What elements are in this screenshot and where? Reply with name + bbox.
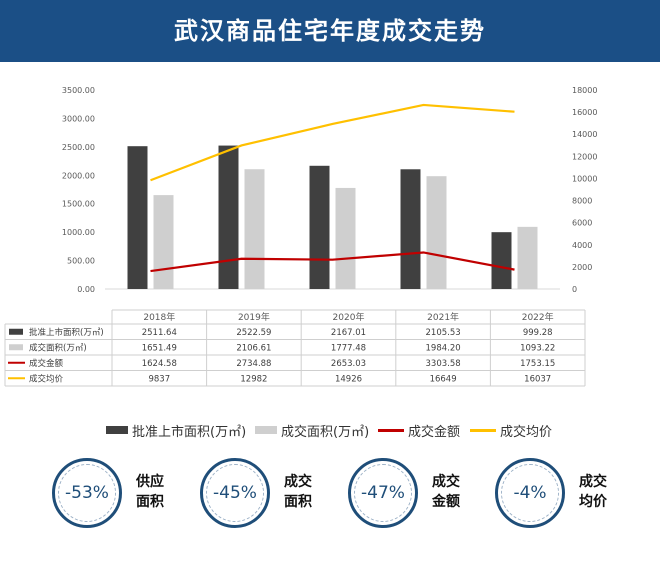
table-legend-key (9, 328, 23, 335)
stat-label: 成交均价 (579, 474, 607, 510)
right-axis-tick-label: 6000 (572, 219, 592, 228)
right-axis-tick-label: 14000 (572, 130, 597, 139)
bar (426, 176, 447, 289)
legend-line-red (378, 428, 404, 432)
table-cell-value: 2106.61 (236, 343, 271, 353)
stat-ring (200, 458, 270, 528)
left-axis-tick-label: 2500.00 (62, 143, 95, 152)
right-axis-tick-label: 16000 (572, 108, 597, 117)
x-axis-tick-label: 2022年 (522, 311, 554, 323)
legend-label: 成交均价 (500, 424, 553, 440)
bar (491, 232, 512, 289)
legend-item-approved-area: 批准上市面积(万㎡) (106, 418, 246, 442)
table-cell-value: 999.28 (523, 328, 553, 338)
legend-line-yellow (470, 428, 496, 432)
series-line (150, 103, 515, 182)
stat-value: -4% (513, 483, 547, 503)
legend-item-sold-area: 成交面积(万㎡) (255, 418, 369, 442)
chart-legend: 批准上市面积(万㎡) 成交面积(万㎡) 成交金额 成交均价 (0, 418, 660, 442)
table-cell-value: 9837 (148, 374, 170, 384)
bar (218, 145, 239, 289)
right-axis-tick-label: 10000 (572, 174, 597, 183)
legend-label: 批准上市面积(万㎡) (132, 424, 247, 440)
legend-item-avg-price: 成交均价 (470, 418, 552, 442)
table-cell-value: 16649 (430, 374, 457, 384)
left-axis-tick-label: 0.00 (77, 285, 95, 294)
stat-value: -45% (213, 483, 257, 503)
stat-value: -53% (65, 483, 109, 503)
right-axis-tick-label: 18000 (572, 86, 597, 95)
table-series-label: 批准上市面积(万㎡) (29, 327, 104, 338)
stat-ring (495, 458, 565, 528)
stat-sold-area: -45% 成交面积 (200, 458, 340, 530)
left-axis-tick-label: 1000.00 (62, 228, 95, 237)
legend-item-sales-amount: 成交金额 (378, 418, 460, 442)
combo-chart: 0.00 500.00 1000.00 1500.00 2000.00 2500.00 30… (4, 86, 597, 387)
table-cell-value: 1984.20 (426, 343, 461, 353)
table-cell-value: 2522.59 (236, 328, 271, 338)
stat-label: 成交金额 (432, 474, 460, 510)
stat-ring (348, 458, 418, 528)
table-cell-value: 2167.01 (331, 328, 366, 338)
page-title: 武汉商品住宅年度成交走势 (174, 17, 486, 45)
x-axis-tick-label: 2019年 (238, 311, 270, 323)
stat-avg-price: -4% 成交均价 (495, 458, 635, 530)
table-cell-value: 12982 (240, 374, 267, 384)
stat-value: -47% (361, 483, 405, 503)
table-legend-key (9, 344, 23, 351)
bar (127, 146, 148, 289)
legend-swatch-light (255, 426, 277, 434)
table-cell-value: 1624.58 (142, 359, 177, 369)
series-line (150, 251, 515, 273)
table-series-label: 成交金额 (29, 358, 64, 369)
left-axis-tick-label: 1500.00 (62, 200, 95, 209)
table-cell-value: 14926 (335, 374, 362, 384)
right-axis-tick-label: 2000 (572, 263, 592, 272)
bar (400, 169, 421, 289)
bar (517, 226, 538, 289)
table-cell-value: 1753.15 (520, 359, 555, 369)
table-cell-value: 1651.49 (142, 343, 177, 353)
bar (244, 169, 265, 289)
right-axis-tick-label: 4000 (572, 241, 592, 250)
table-cell-value: 2511.64 (142, 328, 177, 338)
table-cell-value: 2734.88 (236, 359, 271, 369)
table-cell-value: 1777.48 (331, 343, 366, 353)
x-axis-tick-label: 2020年 (333, 311, 365, 323)
right-axis-tick-label: 0 (572, 285, 577, 294)
table-series-label: 成交面积(万㎡) (29, 342, 87, 353)
left-axis-tick-label: 500.00 (67, 257, 95, 266)
table-series-label: 成交均价 (29, 373, 64, 384)
legend-swatch-dark (106, 426, 128, 434)
left-axis-tick-label: 3500.00 (62, 86, 95, 95)
legend-label: 成交金额 (408, 424, 461, 440)
table-cell-value: 1093.22 (520, 343, 555, 353)
x-axis-tick-label: 2018年 (143, 311, 175, 323)
table-cell-value: 3303.58 (426, 359, 461, 369)
right-axis-tick-label: 12000 (572, 152, 597, 161)
stat-ring (52, 458, 122, 528)
table-cell-value: 2105.53 (426, 328, 461, 338)
table-cell-value: 2653.03 (331, 359, 366, 369)
stat-sales-amount: -47% 成交金额 (348, 458, 488, 530)
x-axis-tick-label: 2021年 (427, 311, 459, 323)
bar (309, 165, 330, 289)
bar (335, 187, 356, 289)
title-banner (0, 0, 660, 62)
right-axis-tick-label: 8000 (572, 197, 592, 206)
legend-label: 成交面积(万㎡) (281, 424, 370, 440)
bar (153, 195, 174, 289)
stat-label: 供应面积 (136, 474, 164, 510)
left-axis-tick-label: 3000.00 (62, 114, 95, 123)
stat-supply-area: -53% 供应面积 (52, 458, 192, 530)
table-cell-value: 16037 (524, 374, 551, 384)
left-axis-tick-label: 2000.00 (62, 171, 95, 180)
stat-label: 成交面积 (284, 474, 312, 510)
